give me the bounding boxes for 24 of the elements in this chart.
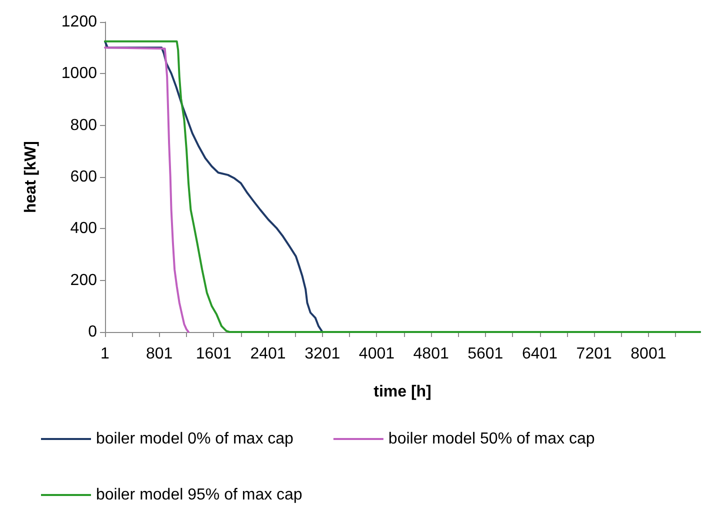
y-tick-label: 1200 xyxy=(61,14,98,30)
legend-label: boiler model 0% of max cap xyxy=(96,430,294,448)
y-axis-title: heat [kW] xyxy=(22,141,40,213)
x-tick-label: 1 xyxy=(100,346,110,362)
legend-label: boiler model 50% of max cap xyxy=(388,430,595,448)
x-tick-label: 6401 xyxy=(522,346,558,362)
legend-label: boiler model 95% of max cap xyxy=(96,486,302,504)
line-series xyxy=(104,46,190,333)
x-tick-label: 3201 xyxy=(304,346,340,362)
x-tick-label: 801 xyxy=(146,346,173,362)
x-tick-label: 4801 xyxy=(413,346,449,362)
y-tick-label: 200 xyxy=(70,272,98,289)
x-tick-label: 4001 xyxy=(358,346,395,362)
x-tick-label: 5601 xyxy=(468,346,504,362)
x-axis-title: time [h] xyxy=(374,384,432,400)
x-tick-label: 8001 xyxy=(630,346,666,362)
x-tick-label: 2401 xyxy=(250,346,286,362)
y-tick-label: 400 xyxy=(70,220,98,238)
y-tick-label: 800 xyxy=(70,116,98,134)
y-tick-label: 600 xyxy=(70,168,98,186)
x-tick-label: 1601 xyxy=(196,346,232,362)
y-tick-label: 0 xyxy=(88,324,98,340)
y-tick-label: 1000 xyxy=(61,65,98,82)
x-tick-label: 7201 xyxy=(576,346,612,362)
